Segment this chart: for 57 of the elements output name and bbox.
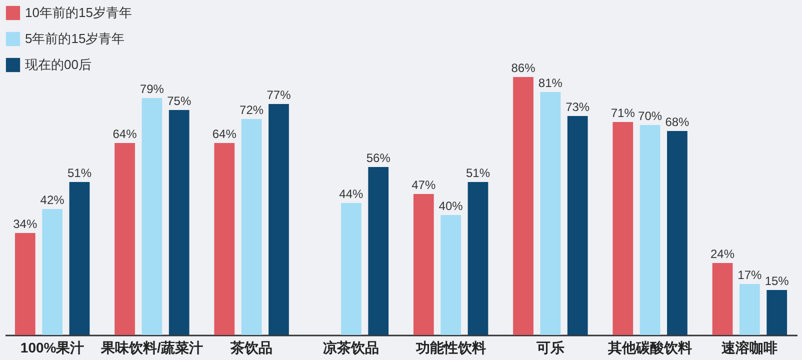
bar — [168, 110, 190, 335]
data-label: 86% — [511, 61, 536, 75]
bar — [513, 77, 534, 335]
data-label: 81% — [538, 76, 563, 90]
bar — [667, 131, 688, 335]
data-label: 56% — [366, 151, 391, 165]
bar — [114, 143, 135, 335]
data-label: 64% — [112, 127, 138, 141]
data-label: 73% — [566, 100, 590, 114]
x-tick-label: 功能性饮料 — [414, 340, 486, 356]
x-tick-label: 凉茶饮品 — [323, 340, 380, 356]
legend-label: 现在的00后 — [25, 57, 92, 72]
legend-label: 5年前的15岁青年 — [25, 31, 125, 46]
bar — [241, 119, 262, 335]
x-tick-label: 100%果汁 — [20, 340, 84, 356]
x-tick-label: 可乐 — [535, 340, 564, 356]
data-label: 40% — [438, 199, 464, 213]
data-label: 64% — [212, 127, 237, 141]
bar — [341, 203, 362, 335]
bar — [413, 194, 434, 335]
data-label: 72% — [240, 103, 264, 117]
bar — [214, 143, 235, 335]
bar — [640, 125, 660, 335]
bar — [739, 284, 760, 335]
data-label: 75% — [167, 94, 192, 108]
data-label: 77% — [266, 88, 292, 102]
bar — [368, 167, 389, 335]
bar — [142, 98, 162, 335]
bar — [69, 182, 90, 335]
x-tick-label: 果味饮料/蔬菜汁 — [100, 340, 203, 356]
bar — [468, 182, 488, 335]
bar — [712, 263, 733, 335]
data-label: 68% — [665, 115, 690, 129]
data-label: 71% — [610, 106, 636, 120]
bar — [268, 104, 289, 335]
data-label: 51% — [67, 166, 92, 180]
data-label: 42% — [40, 193, 65, 207]
legend-label: 10年前的15岁青年 — [25, 5, 132, 20]
data-label: 17% — [738, 268, 762, 282]
data-label: 79% — [140, 82, 164, 96]
data-label: 15% — [764, 274, 790, 288]
x-tick-label: 速溶咖啡 — [720, 340, 778, 356]
bar — [540, 92, 561, 335]
bar — [766, 290, 788, 335]
x-tick-label: 其他碳酸饮料 — [607, 340, 692, 356]
data-label: 47% — [412, 178, 436, 192]
bar — [440, 215, 461, 335]
bar — [567, 116, 588, 335]
x-tick-label: 茶饮品 — [230, 340, 273, 356]
data-label: 51% — [466, 166, 490, 180]
bar — [42, 209, 63, 335]
data-label: 44% — [339, 187, 364, 201]
bar — [14, 233, 36, 335]
bar — [612, 122, 634, 335]
data-label: 70% — [638, 109, 662, 123]
data-label: 34% — [13, 217, 38, 231]
data-label: 24% — [710, 247, 735, 261]
